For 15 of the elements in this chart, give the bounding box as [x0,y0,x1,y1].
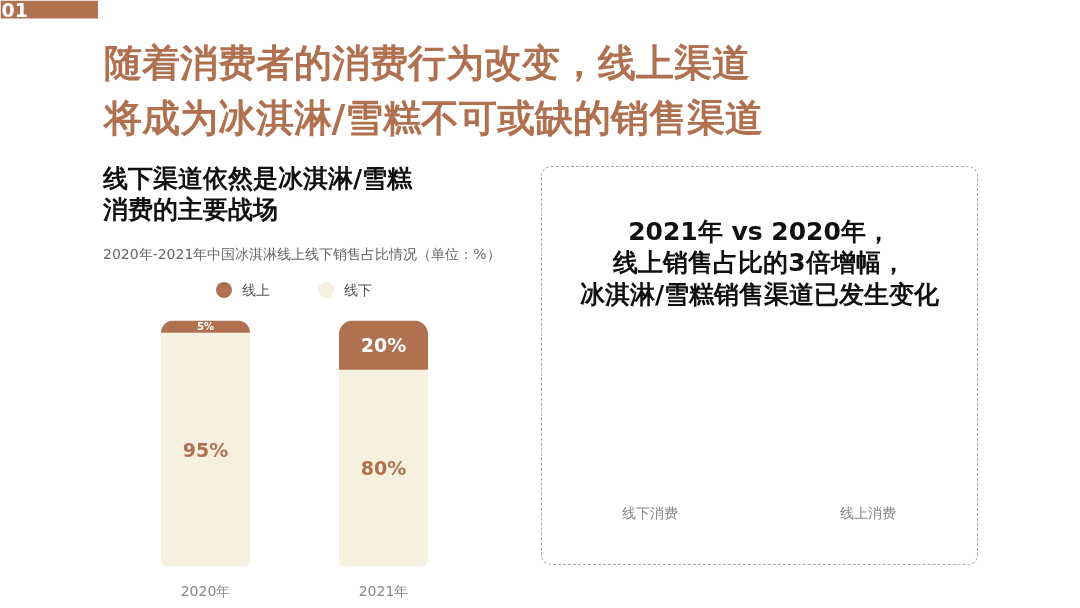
data-label: 5% [197,321,214,333]
data-label: 95% [182,438,229,461]
x-tick-label: 2021年 [358,582,409,599]
text: 随着消费者的消费行为改变，线上渠道将成为冰淇淋/雪糕不可或缺的销售渠道 [101,40,764,140]
text: 线上消费 [839,505,897,523]
data-label: 20% [360,334,407,357]
legend-label: 线上 [242,281,270,300]
chart-title: 2020年-2021年中国冰淇淋线上线下销售占比情况（单位：%） [103,246,501,264]
x-tick-label: 2020年 [180,582,231,599]
data-label: 80% [360,457,407,480]
text: 2021年 vs 2020年，线上销售占比的3倍增幅，冰淇淋/雪糕销售渠道已发生变化 [578,216,941,310]
legend-label: 线下 [344,281,372,300]
chart-subtitle: 线下渠道依然是冰淇淋/雪糕消费的主要战场 [103,163,413,226]
text: 线下消费 [621,505,679,523]
text: 01 [1,0,28,21]
